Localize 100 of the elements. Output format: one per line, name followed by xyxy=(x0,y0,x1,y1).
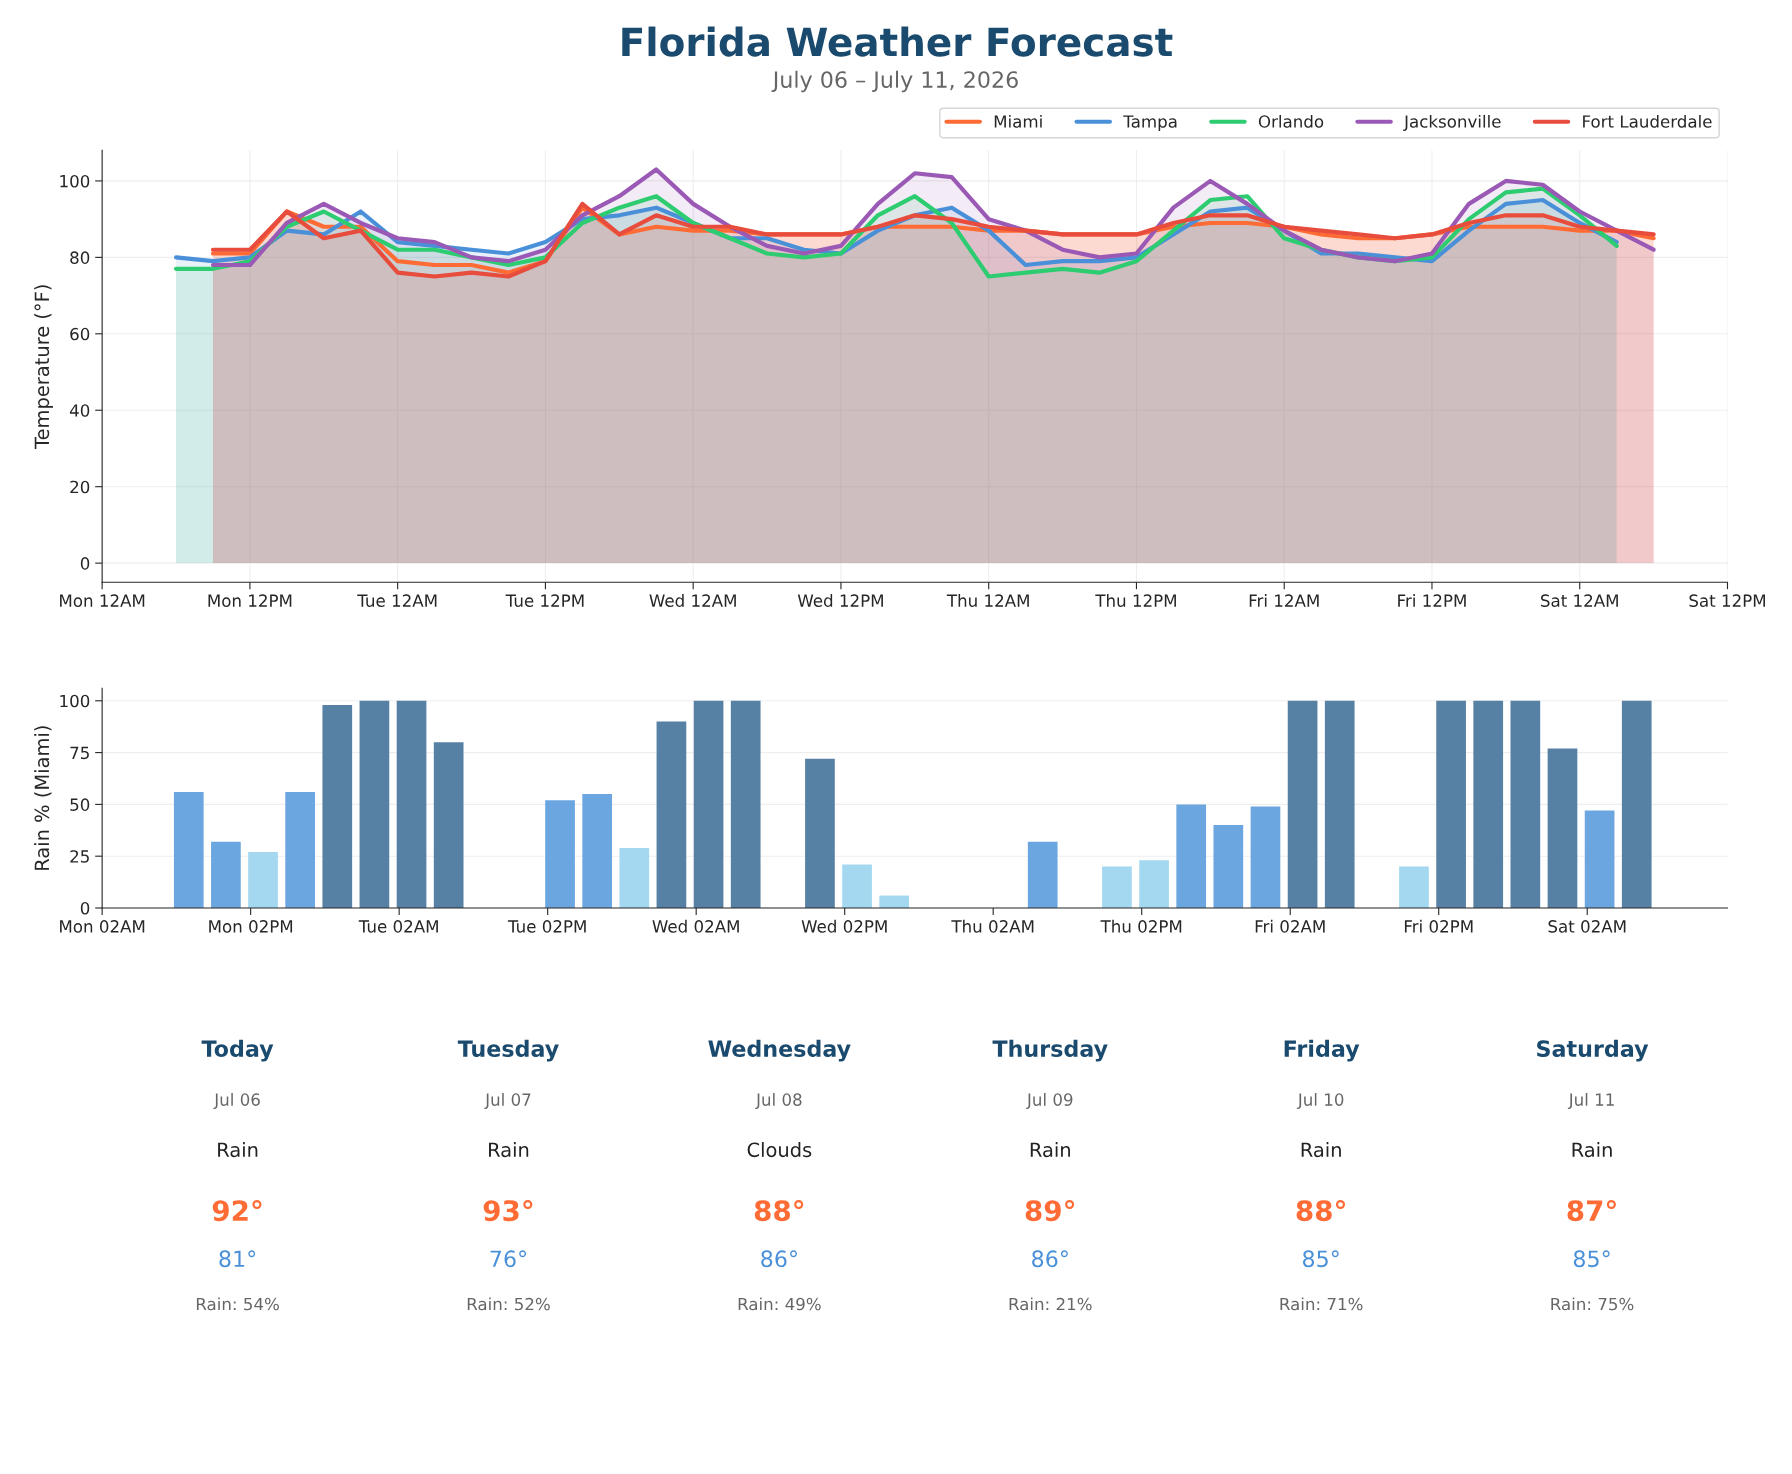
text: 85° xyxy=(1573,1250,1610,1268)
x-tick-label: Fri 02AM xyxy=(1255,919,1325,933)
text: Rain xyxy=(1572,1142,1612,1158)
text: Rain: 21% xyxy=(1009,1297,1092,1311)
legend-label: Miami xyxy=(994,114,1042,128)
text: Rain xyxy=(218,1142,258,1158)
x-tick-label: Wed 02AM xyxy=(652,919,739,933)
y-tick-label: 20 xyxy=(70,480,90,494)
text: Jul 08 xyxy=(755,1093,802,1110)
category-label: Wednesday xyxy=(708,1039,851,1062)
category-label: Tuesday xyxy=(457,1039,559,1062)
chart-title: Florida Weather Forecast xyxy=(622,26,1173,57)
text: 92° xyxy=(212,1199,262,1222)
bar xyxy=(396,700,427,908)
y-tick-label: 50 xyxy=(70,798,90,811)
text: 89° xyxy=(1025,1199,1075,1222)
chart-subtitle: July 06 – July 11, 2026 xyxy=(771,70,1018,93)
bar xyxy=(1324,700,1355,908)
text: Rain: 71% xyxy=(1280,1297,1363,1311)
text: Jul 06 xyxy=(213,1093,260,1110)
bar xyxy=(1584,810,1615,908)
bar xyxy=(285,791,316,908)
bar xyxy=(1176,804,1207,908)
legend-label: Tampa xyxy=(1123,115,1177,132)
x-tick-label: Mon 02PM xyxy=(209,920,293,933)
bar xyxy=(730,700,761,908)
text: 93° xyxy=(483,1199,533,1222)
y-tick-label: 80 xyxy=(70,251,90,264)
bar xyxy=(1139,860,1169,908)
text: Jul 07 xyxy=(484,1093,531,1110)
category-label: Friday xyxy=(1284,1039,1360,1062)
bar xyxy=(211,841,241,908)
x-tick-label: Thu 12AM xyxy=(946,594,1029,607)
bar xyxy=(545,800,575,908)
text: Jul 10 xyxy=(1296,1093,1344,1110)
text: Rain: 49% xyxy=(738,1297,821,1311)
y-axis-title: Temperature (°F) xyxy=(34,285,53,450)
x-tick-label: Tue 12AM xyxy=(357,594,437,607)
bar xyxy=(842,864,872,908)
text: 85° xyxy=(1302,1250,1339,1268)
x-tick-label: Mon 12AM xyxy=(60,594,145,607)
text: Rain xyxy=(489,1142,529,1158)
y-axis-title: Rain % (Miami) xyxy=(34,726,52,870)
bar xyxy=(805,758,835,908)
y-tick-label: 25 xyxy=(70,850,89,863)
bar xyxy=(1510,700,1541,908)
text: Rain xyxy=(1301,1142,1341,1158)
y-tick-label: 0 xyxy=(80,557,90,570)
category-label: Today xyxy=(201,1039,274,1062)
y-tick-label: 100 xyxy=(60,694,90,708)
legend-label: Fort Lauderdale xyxy=(1583,114,1712,128)
x-tick-label: Wed 12AM xyxy=(649,594,736,607)
text: 86° xyxy=(1032,1250,1068,1268)
y-tick-label: 40 xyxy=(69,404,90,417)
x-tick-label: Sat 02AM xyxy=(1548,920,1626,933)
x-tick-label: Fri 12PM xyxy=(1398,594,1466,607)
bar xyxy=(359,700,390,908)
y-tick-label: 100 xyxy=(60,174,90,188)
text: 88° xyxy=(754,1199,804,1222)
category-label: Saturday xyxy=(1537,1039,1649,1062)
x-tick-label: Fri 12AM xyxy=(1249,594,1319,607)
legend-label: Orlando xyxy=(1258,114,1324,128)
bar xyxy=(1102,866,1132,908)
y-tick-label: 0 xyxy=(80,901,90,915)
text: Rain: 52% xyxy=(467,1297,550,1311)
bar xyxy=(173,791,204,908)
x-tick-label: Thu 02AM xyxy=(951,919,1034,933)
text: 88° xyxy=(1296,1199,1345,1222)
text: Rain: 54% xyxy=(196,1297,279,1311)
x-tick-label: Mon 12PM xyxy=(208,594,292,607)
x-tick-label: Thu 02PM xyxy=(1100,919,1182,933)
bar xyxy=(1287,700,1318,908)
text: 81° xyxy=(219,1250,256,1268)
bar xyxy=(1473,700,1504,908)
bar xyxy=(1436,700,1466,908)
bar xyxy=(1399,866,1429,908)
bar xyxy=(1027,841,1058,908)
x-tick-label: Tue 02PM xyxy=(507,920,586,933)
bar xyxy=(656,721,687,908)
bar xyxy=(1213,825,1244,908)
bar xyxy=(619,847,650,908)
text: 87° xyxy=(1567,1199,1616,1222)
bar xyxy=(693,700,724,908)
bar xyxy=(1250,806,1281,908)
legend-label: Jacksonville xyxy=(1403,114,1501,131)
bar xyxy=(582,794,613,908)
category-label: Thursday xyxy=(992,1039,1108,1062)
text: 76° xyxy=(490,1250,527,1268)
x-tick-label: Sat 12PM xyxy=(1689,594,1765,607)
y-tick-label: 60 xyxy=(70,327,90,341)
x-tick-label: Thu 12PM xyxy=(1095,594,1176,607)
x-tick-label: Fri 02PM xyxy=(1404,919,1473,933)
text: Jul 11 xyxy=(1567,1093,1614,1110)
x-tick-label: Mon 02AM xyxy=(60,920,145,933)
x-tick-label: Wed 12PM xyxy=(797,594,883,607)
text: Rain: 75% xyxy=(1551,1297,1634,1311)
bar xyxy=(322,704,353,908)
text: Clouds xyxy=(747,1142,812,1158)
text: Jul 09 xyxy=(1026,1093,1073,1110)
x-tick-label: Tue 12PM xyxy=(505,594,584,607)
